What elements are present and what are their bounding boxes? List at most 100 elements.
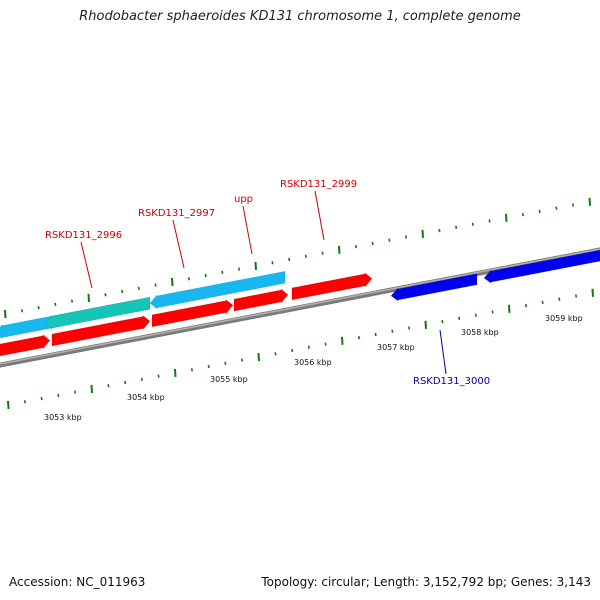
- callout-line-rskd131-2997: [172, 219, 185, 269]
- outer-minor-tick: [371, 241, 374, 246]
- gene-label-rskd131-2996: RSKD131_2996: [45, 230, 122, 241]
- inner-major-tick: [257, 352, 260, 361]
- ruler-label-3059: 3059 kbp: [545, 314, 583, 323]
- inner-major-tick: [174, 368, 177, 377]
- gene-label-rskd131-2999: RSKD131_2999: [280, 179, 357, 190]
- genome-backbone: [0, 247, 600, 368]
- gene-label-rskd131-2997: RSKD131_2997: [138, 208, 215, 219]
- inner-tick-row: [7, 288, 594, 410]
- outer-minor-tick: [71, 299, 74, 303]
- inner-minor-tick: [23, 400, 26, 404]
- outer-minor-tick: [238, 267, 241, 271]
- inner-major-tick: [508, 304, 511, 313]
- outer-minor-tick: [304, 254, 307, 258]
- outer-minor-tick: [488, 219, 491, 223]
- inner-minor-tick: [291, 348, 294, 353]
- outer-minor-tick: [187, 277, 190, 281]
- inner-minor-tick: [190, 368, 193, 372]
- inner-minor-tick: [307, 345, 310, 349]
- outer-minor-tick: [221, 270, 224, 274]
- outer-major-tick: [588, 197, 591, 206]
- inner-minor-tick: [491, 310, 494, 314]
- outer-minor-tick: [555, 206, 558, 210]
- inner-major-tick: [591, 288, 594, 297]
- ruler-label-3053: 3053 kbp: [44, 413, 82, 422]
- accession-label: Accession: NC_011963: [9, 575, 146, 589]
- genome-summary: Topology: circular; Length: 3,152,792 bp…: [261, 575, 591, 589]
- ruler-label-3058: 3058 kbp: [461, 328, 499, 337]
- callout-line-rskd131-2996: [80, 241, 93, 289]
- inner-minor-tick: [74, 390, 77, 394]
- inner-minor-tick: [324, 342, 327, 346]
- gene-callouts: [80, 190, 447, 375]
- outer-minor-tick: [354, 245, 357, 249]
- forward-gene-arrow: [291, 272, 373, 301]
- map-title: Rhodobacter sphaeroides KD131 chromosome…: [79, 9, 521, 24]
- outer-minor-tick: [20, 309, 23, 313]
- inner-minor-tick: [124, 380, 127, 385]
- forward-gene-arrow: [0, 334, 51, 357]
- reverse-gene-arrow: [390, 273, 478, 302]
- forward-gene-arrow: [233, 288, 289, 312]
- feature-track: [0, 270, 286, 340]
- inner-minor-tick: [558, 297, 561, 301]
- reverse-gene-arrow: [483, 249, 600, 284]
- inner-minor-tick: [575, 294, 578, 298]
- outer-minor-tick: [121, 289, 124, 294]
- inner-major-tick: [341, 336, 344, 345]
- outer-minor-tick: [455, 225, 458, 230]
- inner-minor-tick: [157, 374, 160, 378]
- outer-minor-tick: [154, 283, 157, 287]
- inner-minor-tick: [274, 352, 277, 356]
- ruler-label-3054: 3054 kbp: [127, 393, 165, 402]
- outer-minor-tick: [572, 203, 575, 207]
- inner-minor-tick: [57, 393, 60, 398]
- outer-minor-tick: [104, 293, 107, 297]
- outer-minor-tick: [37, 305, 40, 310]
- outer-minor-tick: [405, 235, 408, 239]
- inner-minor-tick: [541, 300, 544, 305]
- inner-minor-tick: [458, 316, 461, 321]
- inner-major-tick: [90, 384, 93, 394]
- outer-tick-row: [4, 197, 591, 319]
- inner-major-tick: [424, 320, 427, 329]
- inner-minor-tick: [107, 384, 110, 388]
- outer-minor-tick: [388, 238, 391, 242]
- reverse-gene-track: [390, 249, 600, 302]
- inner-minor-tick: [408, 326, 411, 330]
- callout-line-rskd131-3000: [439, 329, 447, 375]
- gene-label-upp: upp: [234, 194, 253, 205]
- outer-major-tick: [505, 213, 508, 222]
- forward-gene-arrow: [151, 299, 234, 328]
- outer-major-tick: [254, 261, 257, 270]
- inner-minor-tick: [241, 358, 244, 362]
- inner-minor-tick: [224, 361, 227, 365]
- genome-backbone-highlight: [0, 248, 600, 365]
- inner-major-tick: [7, 400, 10, 410]
- forward-gene-arrow: [51, 315, 151, 347]
- outer-minor-tick: [471, 222, 474, 226]
- inner-minor-tick: [357, 336, 360, 340]
- outer-minor-tick: [54, 302, 57, 307]
- forward-gene-track: [0, 272, 373, 357]
- outer-major-tick: [4, 309, 7, 319]
- outer-major-tick: [338, 245, 341, 254]
- outer-minor-tick: [288, 257, 291, 262]
- outer-major-tick: [171, 277, 174, 286]
- callout-line-rskd131-2999: [314, 190, 325, 241]
- outer-minor-tick: [438, 229, 441, 233]
- outer-minor-tick: [538, 209, 541, 214]
- outer-minor-tick: [204, 273, 207, 278]
- outer-minor-tick: [271, 261, 274, 265]
- outer-major-tick: [421, 229, 424, 238]
- inner-minor-tick: [207, 364, 210, 369]
- outer-minor-tick: [321, 251, 324, 255]
- inner-minor-tick: [374, 332, 377, 337]
- inner-minor-tick: [391, 329, 394, 333]
- outer-minor-tick: [137, 286, 140, 290]
- feature-segment-cyan: [149, 270, 286, 310]
- gene-label-rskd131-3000: RSKD131_3000: [413, 376, 490, 387]
- inner-minor-tick: [40, 396, 43, 401]
- inner-minor-tick: [441, 320, 444, 324]
